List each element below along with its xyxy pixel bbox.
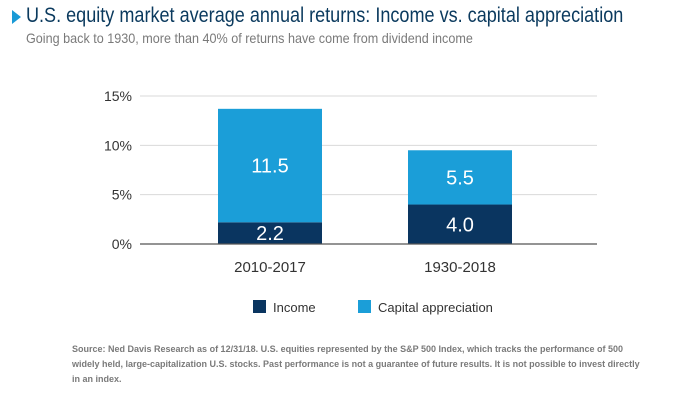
legend-label-capital-appreciation: Capital appreciation bbox=[378, 300, 493, 315]
chart-title: U.S. equity market average annual return… bbox=[26, 4, 624, 27]
y-tick-label: 5% bbox=[112, 187, 132, 203]
data-label: 4.0 bbox=[446, 214, 474, 236]
legend-swatch-capital-appreciation bbox=[358, 300, 371, 313]
source-footnote: Source: Ned Davis Research as of 12/31/1… bbox=[72, 344, 640, 384]
bar-chart: 0% 5% 10% 15% 2.2 11.5 2010-2017 4.0 5.5 1930-201… bbox=[104, 88, 597, 315]
legend-label-income: Income bbox=[273, 300, 316, 315]
bar-income bbox=[218, 222, 322, 244]
data-label: 5.5 bbox=[446, 167, 474, 189]
bar-income bbox=[408, 204, 512, 244]
title-marker-icon bbox=[12, 10, 21, 24]
chart-subtitle: Going back to 1930, more than 40% of ret… bbox=[26, 30, 473, 46]
data-label: 2.2 bbox=[256, 223, 284, 245]
y-tick-label: 10% bbox=[104, 137, 132, 153]
x-tick-label: 1930-2018 bbox=[424, 259, 496, 276]
bar-capital-appreciation bbox=[218, 108, 322, 223]
x-tick-label: 2010-2017 bbox=[234, 259, 306, 276]
data-label: 11.5 bbox=[251, 156, 288, 178]
y-tick-label: 0% bbox=[112, 236, 132, 252]
y-tick-label: 15% bbox=[104, 88, 132, 104]
legend-swatch-income bbox=[253, 300, 266, 313]
bar-capital-appreciation bbox=[408, 150, 512, 205]
